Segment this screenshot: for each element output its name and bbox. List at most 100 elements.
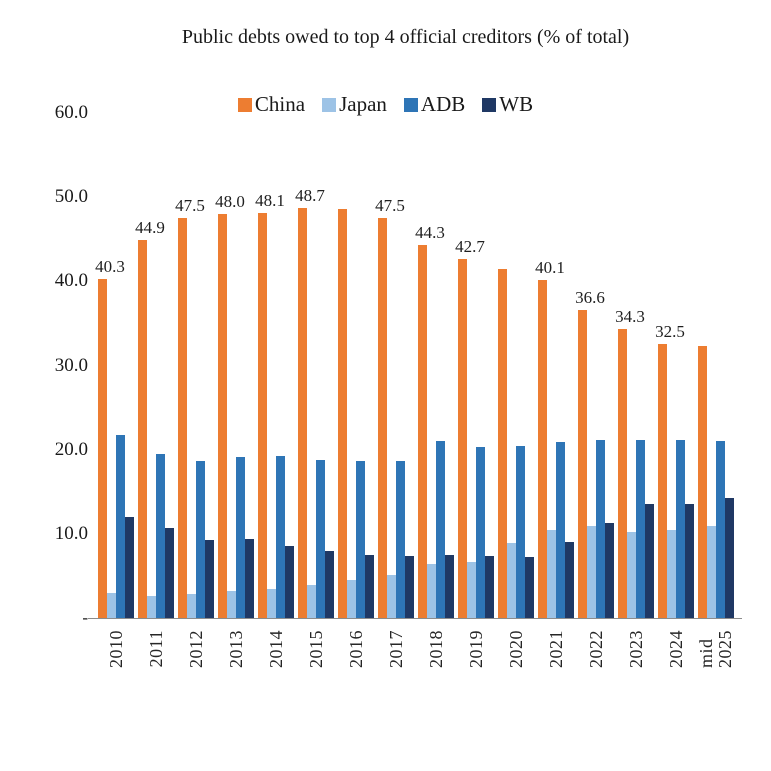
x-axis-label-wrap-2015: 2015 xyxy=(296,630,336,722)
bar-adb-2023 xyxy=(636,439,645,618)
x-axis-label-2023: 2023 xyxy=(625,630,646,668)
bar-japan-2016 xyxy=(347,580,356,618)
chart-legend: China Japan ADB WB xyxy=(0,92,771,117)
legend-swatch-wb xyxy=(482,97,497,112)
x-axis-label-wrap-2024: 2024 xyxy=(656,630,696,722)
bar-adb-2017 xyxy=(396,460,405,618)
bar-china-2013 xyxy=(218,214,227,618)
legend-item-wb: WB xyxy=(482,92,533,117)
bar-value-label-2017: 47.5 xyxy=(375,196,405,216)
y-axis-tick-10.0: 10.0 xyxy=(54,522,88,544)
bar-adb-2016 xyxy=(356,460,365,618)
bar-adb-2024 xyxy=(676,439,685,618)
bar-china-2020 xyxy=(498,268,507,618)
bar-japan-2018 xyxy=(427,564,436,618)
bar-adb-2012 xyxy=(196,461,205,618)
bar-value-label-2011: 44.9 xyxy=(135,218,165,238)
x-axis-label-2024: 2024 xyxy=(665,630,686,668)
bar-wb-2020 xyxy=(525,556,534,618)
x-axis-label-wrap-2014: 2014 xyxy=(256,630,296,722)
bar-wb-mid-2025 xyxy=(725,497,734,618)
bar-japan-2021 xyxy=(547,530,556,618)
bar-japan-2020 xyxy=(507,543,516,618)
bar-value-label-2012: 47.5 xyxy=(175,196,205,216)
x-axis-label-2015: 2015 xyxy=(305,630,326,668)
legend-swatch-china xyxy=(237,97,252,112)
legend-swatch-japan xyxy=(322,97,337,112)
bar-china-2024 xyxy=(658,344,667,618)
x-axis-label-2013: 2013 xyxy=(225,630,246,668)
bar-japan-2022 xyxy=(587,526,596,618)
bar-china-2011 xyxy=(138,240,147,618)
x-axis-line xyxy=(88,618,742,619)
y-axis-tick--: - xyxy=(82,608,88,627)
x-axis-label-2021: 2021 xyxy=(545,630,566,668)
legend-label-adb: ADB xyxy=(420,92,466,116)
bar-wb-2022 xyxy=(605,522,614,618)
bar-wb-2019 xyxy=(485,555,494,618)
bar-adb-2015 xyxy=(316,459,325,618)
x-axis-label-2010: 2010 xyxy=(105,630,126,668)
bar-value-label-2014: 48.1 xyxy=(255,191,285,211)
bar-japan-2011 xyxy=(147,596,156,618)
x-axis-label-2011: 2011 xyxy=(145,630,166,668)
bar-adb-mid-2025 xyxy=(716,441,725,618)
x-axis-label-2016: 2016 xyxy=(345,630,366,668)
x-axis-label-wrap-2011: 2011 xyxy=(136,630,176,722)
bar-value-label-2022: 36.6 xyxy=(575,287,605,307)
bar-japan-2024 xyxy=(667,530,676,618)
bar-adb-2021 xyxy=(556,442,565,618)
x-axis-label-wrap-2023: 2023 xyxy=(616,630,656,722)
bar-japan-mid-2025 xyxy=(707,526,716,618)
bar-adb-2019 xyxy=(476,447,485,618)
bar-wb-2024 xyxy=(685,503,694,618)
x-axis-label-wrap-2017: 2017 xyxy=(376,630,416,722)
legend-item-china: China xyxy=(237,92,305,117)
bar-wb-2017 xyxy=(405,555,414,618)
x-axis-label-wrap-2013: 2013 xyxy=(216,630,256,722)
x-axis-label-wrap-2012: 2012 xyxy=(176,630,216,722)
bar-value-label-2021: 40.1 xyxy=(535,258,565,278)
bar-wb-2012 xyxy=(205,539,214,618)
bar-japan-2017 xyxy=(387,575,396,618)
bar-china-mid-2025 xyxy=(698,346,707,618)
bar-value-label-2018: 44.3 xyxy=(415,223,445,243)
y-axis-tick-20.0: 20.0 xyxy=(54,438,88,460)
x-axis-label-wrap-2018: 2018 xyxy=(416,630,456,722)
bar-value-label-2015: 48.7 xyxy=(295,186,325,206)
x-axis-label-mid-2025: mid 2025 xyxy=(696,630,735,668)
bar-china-2018 xyxy=(418,245,427,618)
x-axis-label-wrap-2021: 2021 xyxy=(536,630,576,722)
legend-item-japan: Japan xyxy=(322,92,387,117)
bar-wb-2015 xyxy=(325,550,334,618)
x-axis-label-2017: 2017 xyxy=(385,630,406,668)
bar-china-2015 xyxy=(298,208,307,618)
bar-adb-2011 xyxy=(156,453,165,618)
bar-value-label-2024: 32.5 xyxy=(655,322,685,342)
bar-adb-2022 xyxy=(596,440,605,618)
bar-japan-2015 xyxy=(307,585,316,618)
bar-china-2014 xyxy=(258,213,267,618)
x-axis-label-2014: 2014 xyxy=(265,630,286,668)
x-axis-label-2019: 2019 xyxy=(465,630,486,668)
bar-adb-2014 xyxy=(276,456,285,618)
bar-adb-2020 xyxy=(516,446,525,618)
bar-value-label-2023: 34.3 xyxy=(615,307,645,327)
legend-swatch-adb xyxy=(403,97,418,112)
bar-japan-2010 xyxy=(107,592,116,618)
x-axis-label-wrap-2022: 2022 xyxy=(576,630,616,722)
y-axis-tick-30.0: 30.0 xyxy=(54,354,88,376)
bar-value-label-2013: 48.0 xyxy=(215,192,245,211)
bar-japan-2013 xyxy=(227,591,236,618)
bar-value-label-2010: 40.3 xyxy=(95,256,125,276)
legend-label-wb: WB xyxy=(499,92,534,116)
y-axis-tick-40.0: 40.0 xyxy=(54,270,88,292)
bar-china-2021 xyxy=(538,280,547,618)
x-axis-label-wrap-2016: 2016 xyxy=(336,630,376,722)
bar-wb-2016 xyxy=(365,554,374,618)
bar-adb-2018 xyxy=(436,441,445,618)
bar-japan-2014 xyxy=(267,588,276,618)
x-axis-label-2020: 2020 xyxy=(505,630,526,668)
bar-adb-2013 xyxy=(236,457,245,618)
